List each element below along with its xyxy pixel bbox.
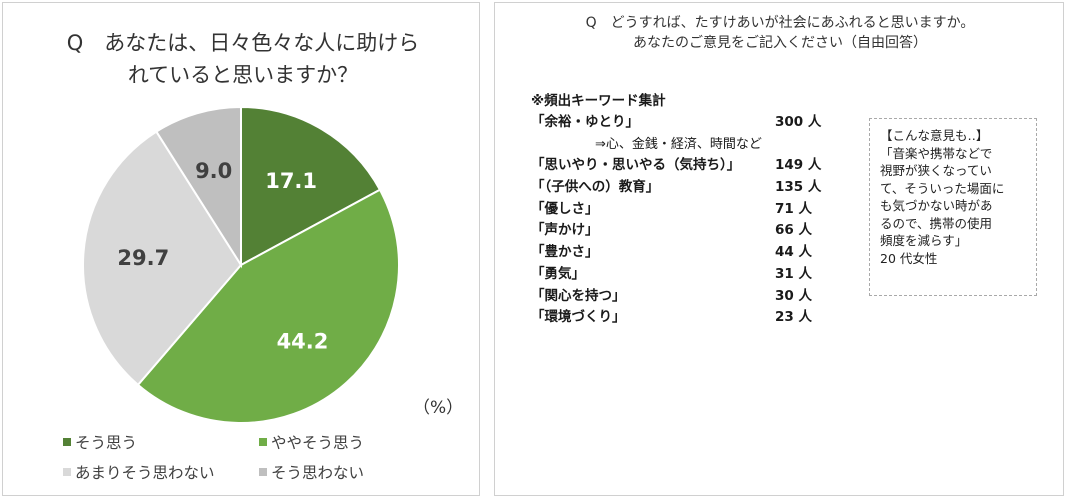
keyword-count: 30 人 — [775, 287, 812, 304]
keyword-note: ⇒心、金銭・経済、時間など — [595, 136, 762, 152]
legend-item: ややそう思う — [259, 431, 364, 453]
free-answer-panel: Q どうすれば、たすけあいが社会にあふれると思いますか。 あなたのご意見をご記入… — [494, 2, 1064, 496]
legend-item: そう思う — [63, 431, 137, 453]
keyword-count: 300 人 — [775, 114, 822, 130]
legend-item: あまりそう思わない — [63, 461, 215, 483]
keyword-row: 「豊かさ」 44 人 — [531, 242, 851, 264]
free-answer-question-line: Q どうすれば、たすけあいが社会にあふれると思いますか。 — [585, 15, 975, 31]
pie-data-label: 44.2 — [277, 329, 329, 353]
chart-question-line: れていると思いますか？ — [127, 63, 359, 87]
opinion-heading: 【こんな意見も‥】 — [880, 128, 989, 143]
keyword-row: 「思いやり・思いやる（気持ち）」 149 人 — [531, 155, 851, 177]
legend-label: そう思う — [75, 434, 138, 452]
legend-swatch — [259, 468, 267, 476]
keyword-count: 66 人 — [775, 222, 812, 239]
keyword-name: 「関心を持つ」 — [531, 287, 626, 304]
keyword-name: 「思いやり・思いやる（気持ち）」 — [531, 157, 741, 174]
pie-slice — [240, 105, 382, 267]
unit-label: （%） — [413, 398, 464, 418]
opinion-line: るので、携帯の使用 — [880, 215, 993, 231]
keyword-count: 149 人 — [775, 157, 822, 174]
keyword-row: 「勇気」 31 人 — [531, 264, 851, 286]
keyword-name: 「豊かさ」 — [531, 244, 599, 261]
keyword-row: 「優しさ」 71 人 — [531, 199, 851, 221]
chart-question-line: Q あなたは、日々色々な人に助けら — [66, 31, 420, 55]
legend-label: そう思わない — [271, 464, 365, 482]
keyword-name: 「勇気」 — [531, 265, 585, 282]
keyword-name: 「環境づくり」 — [531, 309, 626, 326]
keyword-name: 「余裕・ゆとり」 — [531, 114, 639, 130]
keyword-name: 「（子供への）教育」 — [531, 179, 660, 196]
keyword-count: 135 人 — [775, 179, 822, 196]
opinion-callout: 【こんな意見も‥】 「音楽や携帯などで 視野が狭くなってい て、そういった場面に… — [869, 118, 1037, 296]
opinion-line: 視野が狭くなってい — [880, 163, 992, 178]
opinion-line: 「音楽や携帯などで — [880, 145, 993, 161]
keyword-note-row: ⇒心、金銭・経済、時間など — [531, 134, 851, 156]
keyword-count: 23 人 — [775, 309, 812, 326]
pie-slice — [136, 188, 400, 424]
legend-swatch — [63, 468, 71, 476]
legend-label: ややそう思う — [271, 434, 365, 452]
legend-item: そう思わない — [259, 461, 364, 483]
free-answer-question: Q どうすれば、たすけあいが社会にあふれると思いますか。 あなたのご意見をご記入… — [515, 13, 1045, 53]
legend-swatch — [259, 438, 267, 446]
keyword-name: 「声かけ」 — [531, 222, 599, 239]
keyword-count: 31 人 — [775, 265, 812, 282]
chart-question-title: Q あなたは、日々色々な人に助けら れていると思いますか？ — [33, 27, 453, 91]
survey-chart-panel: Q あなたは、日々色々な人に助けら れていると思いますか？ 17.1 44.2 29… — [2, 2, 480, 496]
pie-slice — [154, 105, 242, 269]
keyword-table: ※頻出キーワード集計 「余裕・ゆとり」 300 人 ⇒心、金銭・経済、時間など … — [531, 91, 851, 329]
keyword-count: 44 人 — [775, 244, 812, 261]
keyword-row: 「（子供への）教育」 135 人 — [531, 177, 851, 199]
opinion-attribution: 20 代女性 — [880, 250, 938, 266]
opinion-line: て、そういった場面に — [880, 180, 1005, 196]
free-answer-question-line: あなたのご意見をご記入ください（自由回答） — [633, 35, 927, 51]
keyword-row: 「声かけ」 66 人 — [531, 220, 851, 242]
opinion-line: も気づかない時があ — [880, 198, 993, 213]
keyword-row: 「余裕・ゆとり」 300 人 — [531, 112, 851, 134]
keyword-name: 「優しさ」 — [531, 200, 599, 217]
pie-chart: 17.1 44.2 29.7 9.0 — [82, 105, 400, 424]
keyword-row: 「関心を持つ」 30 人 — [531, 286, 851, 308]
keyword-count: 71 人 — [775, 200, 812, 217]
pie-data-label: 29.7 — [117, 246, 169, 270]
pie-data-label: 9.0 — [195, 159, 232, 183]
opinion-line: 頻度を減らす」 — [880, 233, 968, 248]
keyword-heading: ※頻出キーワード集計 — [531, 93, 666, 109]
legend-label: あまりそう思わない — [75, 464, 215, 482]
legend-swatch — [63, 438, 71, 446]
pie-slice — [82, 130, 243, 387]
keyword-row: 「環境づくり」 23 人 — [531, 307, 851, 329]
pie-data-label: 17.1 — [265, 169, 317, 193]
